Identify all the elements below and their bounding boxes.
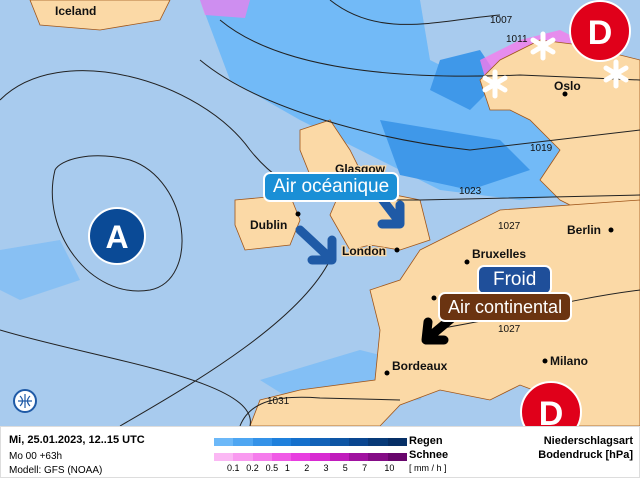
snow-scale [214,453,407,461]
svg-text:D: D [539,395,564,426]
rain-color-swatch [271,438,292,446]
snow-color-swatch [387,453,407,461]
scale-tick: 1 [284,463,290,473]
high-pressure-a: A [88,207,146,265]
low-pressure-d: D [520,381,582,426]
svg-text:D: D [588,14,613,52]
model-name: Modell: GFS (NOAA) [9,465,103,476]
froid-label: Froid [477,265,553,295]
snow-color-swatch [291,453,311,461]
scale-tick: 0.1 [227,463,240,473]
rain-label: Regen [409,435,443,447]
snow-color-swatch [233,453,253,461]
legend: Mi, 25.01.2023, 12..15 UTC Mo 00 +63h Mo… [0,426,640,478]
precip-type-label: Niederschlagsart [543,435,633,447]
snow-color-swatch [252,453,272,461]
pressure-label: Bodendruck [hPa] [538,449,633,461]
snow-color-swatch [329,453,350,461]
isobar-label: 1007 [490,15,513,26]
weather-map: 1007 1011 1019 1023 1027 1027 1031 Icela… [0,0,640,426]
city-label: London [342,244,386,258]
snowflake-icon [482,31,629,99]
scale-tick: 3 [323,463,329,473]
isobar-label: 1023 [459,186,482,197]
model-run: Mo 00 +63h [9,451,63,462]
snow-color-swatch [310,453,330,461]
snow-color-swatch [214,453,234,461]
scale-tick: 5 [342,463,348,473]
rain-scale [214,438,407,446]
low-pressure-d: D [569,0,631,62]
city-label: Iceland [55,4,96,18]
rain-color-swatch [310,438,330,446]
rain-color-swatch [349,438,369,446]
rain-color-swatch [214,438,234,446]
scale-tick: 0.5 [265,463,279,473]
rain-color-swatch [329,438,350,446]
city-label: Milano [550,354,588,368]
isobar-label: 1031 [267,396,290,407]
city-label: Bruxelles [472,247,526,261]
scale-tick: 2 [304,463,310,473]
isobar-label: 1027 [498,324,521,335]
isobar-labels: 1007 1011 1019 1023 1027 1027 1031 [267,15,553,407]
forecast-date: Mi, 25.01.2023, 12..15 UTC [9,434,145,446]
snow-color-swatch [271,453,292,461]
snow-color-swatch [349,453,369,461]
rain-color-swatch [368,438,388,446]
city-label: Bordeaux [392,359,448,373]
city-markers [295,91,614,376]
city-label: Berlin [567,223,601,237]
isobar-label: 1019 [530,143,553,154]
city-label: Oslo [554,79,581,93]
svg-text:A: A [105,219,128,255]
rain-color-swatch [387,438,407,446]
rain-color-swatch [291,438,311,446]
unit-label: [ mm / h ] [409,463,447,473]
air-continental-label: Air continental [438,292,573,322]
globe-icon[interactable] [13,389,37,413]
snow-label: Schnee [409,449,449,461]
scale-tick: 10 [384,463,395,473]
snow-color-swatch [368,453,388,461]
city-label: Dublin [250,218,287,232]
scale-tick: 7 [362,463,368,473]
air-oceanique-label: Air océanique [263,172,400,202]
isobar-label: 1027 [498,221,521,232]
rain-color-swatch [233,438,253,446]
scale-tick: 0.2 [246,463,259,473]
rain-color-swatch [252,438,272,446]
isobar-label: 1011 [506,34,528,45]
